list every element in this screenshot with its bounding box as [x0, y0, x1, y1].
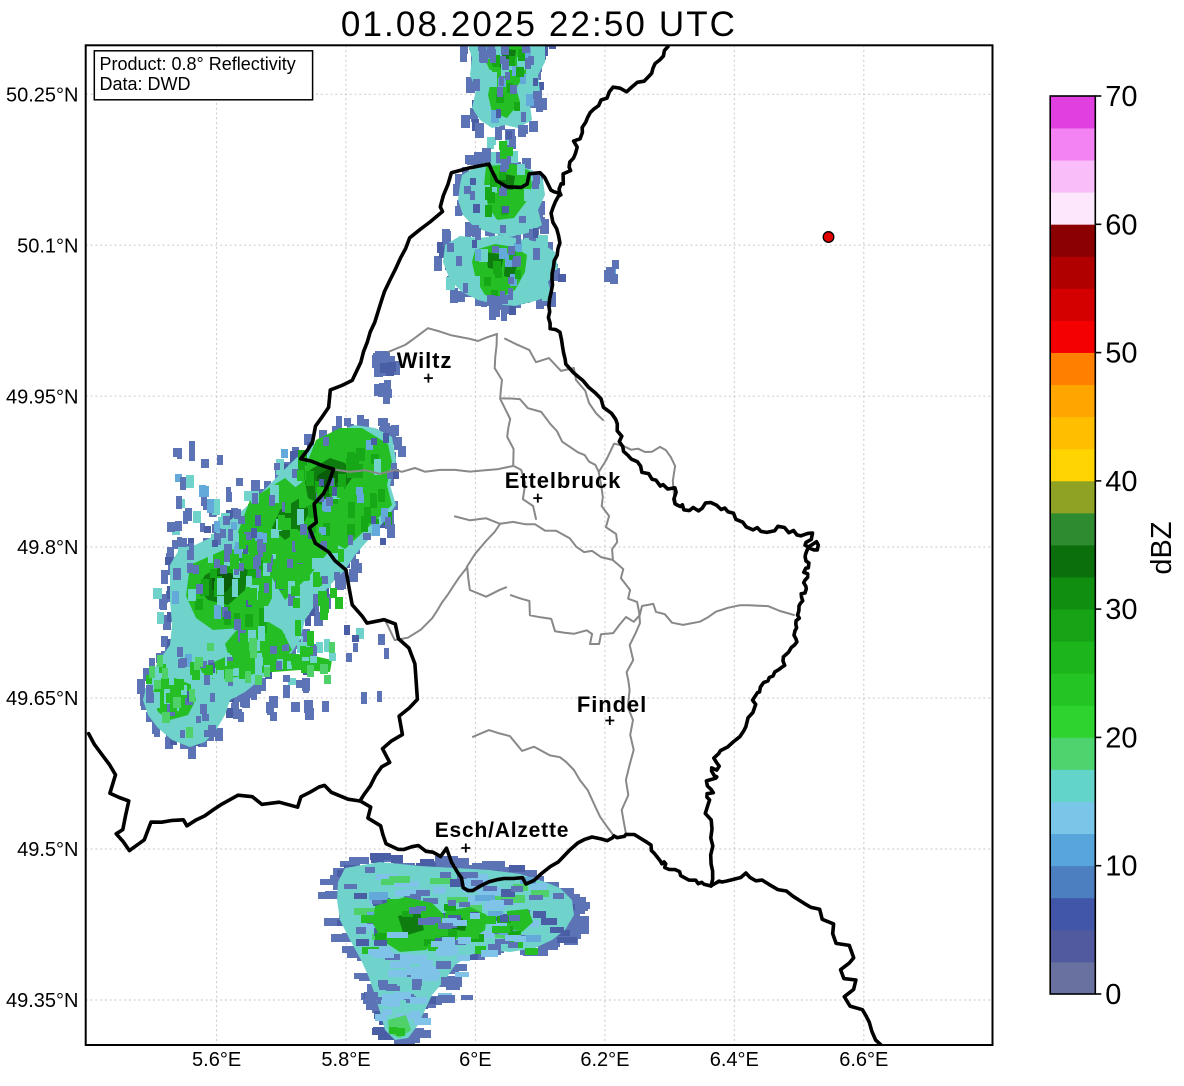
- svg-text:Ettelbruck: Ettelbruck: [505, 468, 622, 493]
- svg-text:49.8°N: 49.8°N: [17, 537, 78, 559]
- svg-text:Esch/Alzette: Esch/Alzette: [435, 819, 569, 842]
- svg-text:6.6°E: 6.6°E: [839, 1049, 888, 1071]
- svg-text:Wiltz: Wiltz: [397, 348, 453, 373]
- svg-text:Product: 0.8° Reflectivity: Product: 0.8° Reflectivity: [100, 54, 296, 74]
- svg-text:50.1°N: 50.1°N: [17, 235, 78, 257]
- svg-text:30: 30: [1105, 594, 1137, 626]
- svg-text:20: 20: [1105, 722, 1137, 754]
- svg-text:Findel: Findel: [577, 692, 647, 717]
- svg-text:49.5°N: 49.5°N: [17, 839, 78, 861]
- svg-text:10: 10: [1105, 851, 1137, 883]
- svg-text:6°E: 6°E: [459, 1049, 491, 1071]
- svg-text:6.2°E: 6.2°E: [580, 1049, 629, 1071]
- svg-text:50.25°N: 50.25°N: [6, 84, 79, 106]
- svg-text:40: 40: [1105, 466, 1137, 498]
- svg-text:49.65°N: 49.65°N: [6, 688, 79, 710]
- svg-text:5.8°E: 5.8°E: [321, 1049, 370, 1071]
- svg-text:01.08.2025 22:50 UTC: 01.08.2025 22:50 UTC: [341, 5, 737, 44]
- svg-text:70: 70: [1105, 81, 1137, 113]
- svg-text:0: 0: [1105, 979, 1121, 1011]
- svg-text:5.6°E: 5.6°E: [192, 1049, 241, 1071]
- svg-text:6.4°E: 6.4°E: [710, 1049, 759, 1071]
- svg-text:49.95°N: 49.95°N: [6, 386, 79, 408]
- svg-text:Data: DWD: Data: DWD: [100, 74, 191, 94]
- svg-text:60: 60: [1105, 209, 1137, 241]
- svg-text:dBZ: dBZ: [1146, 521, 1178, 574]
- svg-text:50: 50: [1105, 338, 1137, 370]
- svg-text:49.35°N: 49.35°N: [6, 990, 79, 1012]
